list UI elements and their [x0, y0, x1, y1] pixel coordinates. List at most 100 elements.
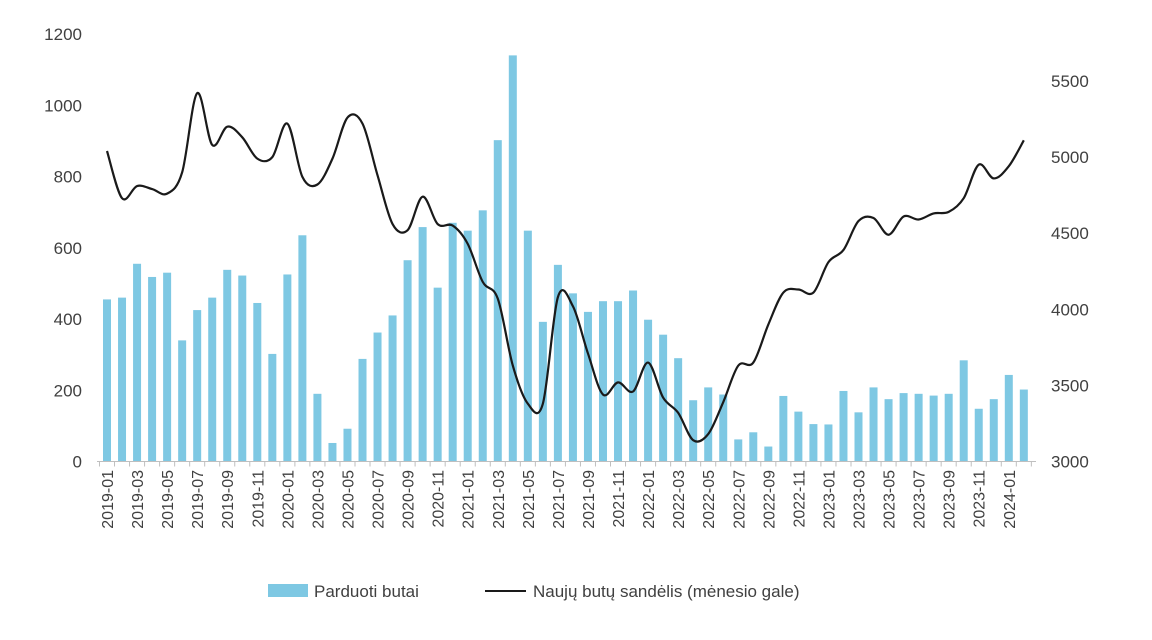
- bar: [794, 411, 803, 462]
- bar: [869, 387, 878, 462]
- bar: [674, 358, 683, 462]
- bar: [568, 293, 577, 462]
- bar: [298, 235, 307, 462]
- bar: [704, 387, 713, 462]
- x-tick-label: 2020-07: [371, 470, 388, 529]
- x-tick-label: 2021-05: [521, 470, 538, 529]
- legend-swatch-bar: [268, 584, 308, 597]
- bar: [433, 287, 442, 462]
- bar: [523, 230, 532, 462]
- bar: [959, 360, 968, 462]
- bar: [553, 264, 562, 462]
- bar: [899, 393, 908, 462]
- left-tick-label: 1200: [44, 25, 82, 44]
- x-tick-label: 2019-09: [220, 470, 237, 529]
- bar: [764, 446, 773, 462]
- bar: [283, 274, 292, 462]
- bar: [508, 55, 517, 462]
- x-tick-label: 2019-05: [160, 470, 177, 529]
- bar: [328, 442, 337, 462]
- bar: [238, 275, 247, 462]
- x-tick-label: 2019-01: [100, 470, 117, 529]
- bar: [809, 424, 818, 462]
- x-tick-label: 2021-03: [491, 470, 508, 529]
- x-tick-label: 2023-03: [852, 470, 869, 529]
- right-tick-label: 5500: [1051, 72, 1089, 91]
- x-tick-label: 2023-01: [821, 470, 838, 529]
- bar: [388, 315, 397, 462]
- bar: [719, 394, 728, 462]
- bar: [1004, 374, 1013, 462]
- right-tick-label: 3500: [1051, 376, 1089, 395]
- bar: [1019, 389, 1028, 462]
- bar-series: [103, 55, 1028, 462]
- right-axis: 3000 3500 4000 4500 5000 5500: [1051, 72, 1089, 472]
- x-tick-label: 2019-03: [130, 470, 147, 529]
- bar: [854, 412, 863, 462]
- right-tick-label: 4000: [1051, 300, 1089, 319]
- left-axis: 0 200 400 600 800 1000 1200: [44, 25, 82, 472]
- stock-line: [105, 92, 1025, 443]
- bar: [598, 301, 607, 462]
- x-tick-label: 2021-11: [611, 470, 628, 528]
- bar: [208, 297, 217, 462]
- left-tick-label: 800: [54, 168, 82, 187]
- bar: [929, 395, 938, 462]
- x-tick-label: 2020-09: [401, 470, 418, 529]
- bar: [313, 393, 322, 462]
- x-tick-label: 2020-11: [431, 470, 448, 528]
- line-series: [105, 92, 1025, 443]
- legend-label-line: Naujų butų sandėlis (mėnesio gale): [533, 582, 800, 601]
- x-tick-label: 2023-11: [972, 470, 989, 528]
- bar: [118, 297, 127, 462]
- bar: [538, 321, 547, 462]
- legend-label-bar: Parduoti butai: [314, 582, 419, 601]
- bar: [734, 439, 743, 462]
- x-tick-label: 2020-05: [340, 470, 357, 529]
- bar: [358, 358, 367, 462]
- left-tick-label: 1000: [44, 96, 82, 115]
- left-tick-label: 600: [54, 239, 82, 258]
- x-tick-label: 2023-09: [942, 470, 959, 529]
- bar: [448, 222, 457, 462]
- x-tick-label: 2021-07: [551, 470, 568, 529]
- x-tick-label: 2022-09: [761, 470, 778, 529]
- bar: [644, 319, 653, 462]
- x-axis: 2019-01 2019-03 2019-05 2019-07 2019-09 2019-…: [97, 461, 1036, 529]
- x-tick-label: 2021-01: [461, 470, 478, 529]
- x-tick-label: 2022-11: [791, 470, 808, 528]
- x-tick-label: 2023-07: [912, 470, 929, 529]
- x-tick-label: 2022-05: [701, 470, 718, 529]
- bar: [463, 230, 472, 462]
- bar: [478, 210, 487, 462]
- x-tick-label: 2019-11: [250, 470, 267, 528]
- left-tick-label: 200: [54, 381, 82, 400]
- bar: [974, 408, 983, 462]
- bar: [403, 260, 412, 462]
- legend: Parduoti butai Naujų butų sandėlis (mėne…: [268, 582, 800, 601]
- x-tick-label: 2023-05: [882, 470, 899, 529]
- bar: [914, 393, 923, 462]
- bar: [779, 395, 788, 462]
- bar: [343, 428, 352, 462]
- bar: [103, 299, 111, 462]
- x-tick-label: 2021-09: [581, 470, 598, 529]
- right-tick-label: 5000: [1051, 148, 1089, 167]
- bar: [163, 272, 172, 462]
- bar: [178, 340, 187, 462]
- bar: [373, 332, 382, 462]
- bar: [223, 269, 232, 462]
- bar: [989, 399, 998, 462]
- bar: [268, 353, 277, 462]
- left-tick-label: 0: [73, 453, 82, 472]
- bar: [824, 424, 833, 462]
- bar: [884, 399, 893, 462]
- bar: [193, 310, 202, 462]
- bar: [253, 302, 262, 462]
- bar: [583, 311, 592, 462]
- x-tick-label: 2019-07: [190, 470, 207, 529]
- left-tick-label: 400: [54, 310, 82, 329]
- x-tick-label: 2020-01: [280, 470, 297, 529]
- bar: [749, 432, 758, 462]
